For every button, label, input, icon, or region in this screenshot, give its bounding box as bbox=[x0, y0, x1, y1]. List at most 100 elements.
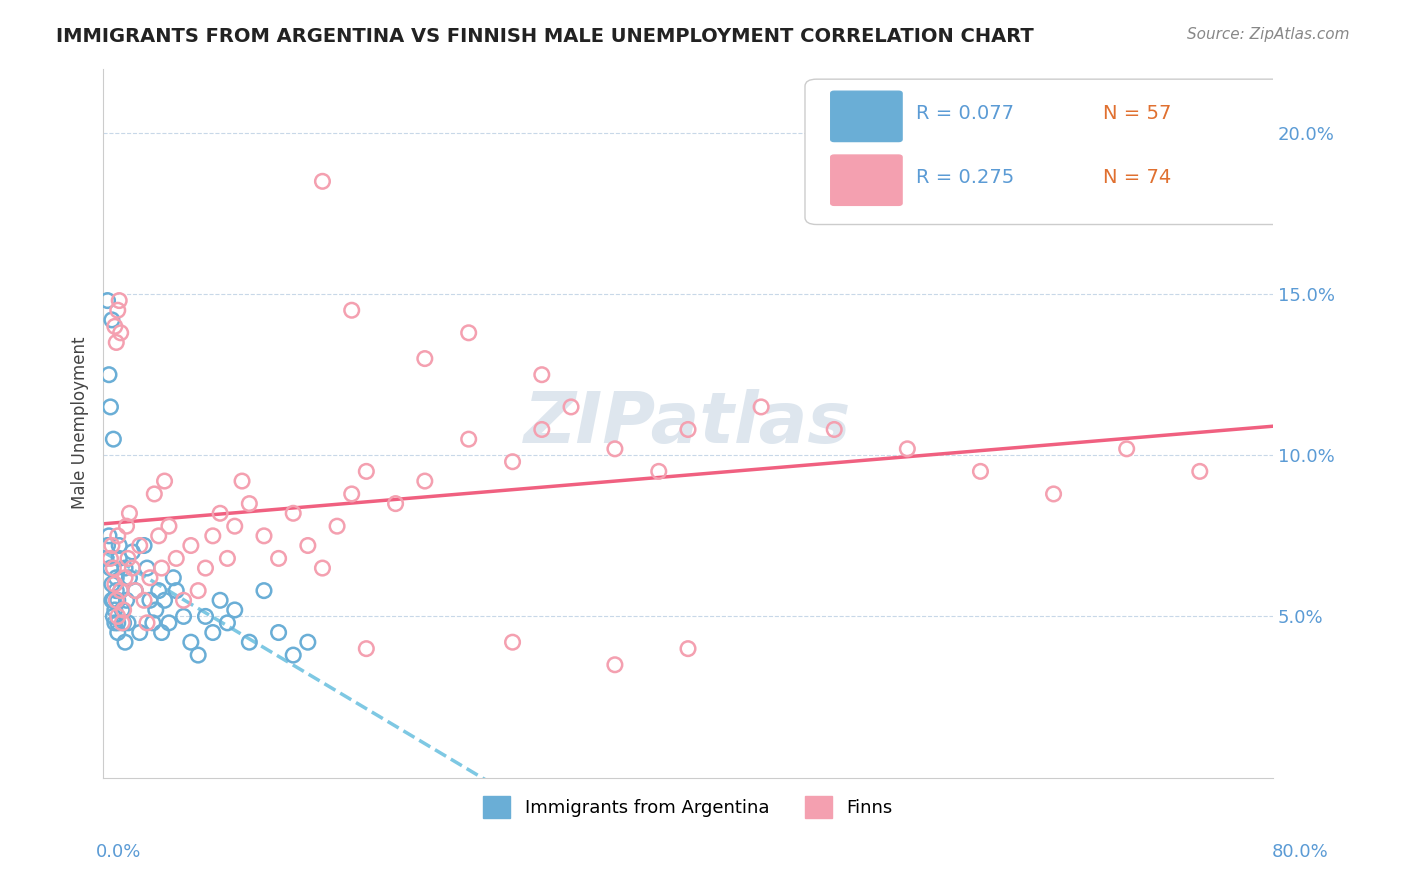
Point bbox=[111, 603, 134, 617]
Point bbox=[413, 351, 436, 366]
Point bbox=[142, 615, 165, 630]
Point bbox=[103, 432, 125, 446]
Point bbox=[98, 368, 121, 382]
Point bbox=[1188, 464, 1211, 478]
Point bbox=[603, 657, 626, 672]
Point bbox=[194, 609, 217, 624]
Point bbox=[103, 609, 125, 624]
Point bbox=[224, 603, 246, 617]
Point bbox=[108, 551, 131, 566]
Point bbox=[340, 487, 363, 501]
Point bbox=[560, 400, 582, 414]
Point bbox=[217, 615, 239, 630]
Point bbox=[157, 615, 180, 630]
Point bbox=[128, 625, 150, 640]
Point bbox=[114, 561, 136, 575]
Point bbox=[311, 561, 333, 575]
Point bbox=[107, 303, 129, 318]
Point bbox=[114, 571, 136, 585]
Point bbox=[457, 432, 479, 446]
Text: ZIPatlas: ZIPatlas bbox=[524, 389, 852, 458]
Point bbox=[180, 635, 202, 649]
Point bbox=[145, 603, 167, 617]
Legend: Immigrants from Argentina, Finns: Immigrants from Argentina, Finns bbox=[475, 789, 900, 825]
Point bbox=[108, 539, 131, 553]
Point bbox=[100, 400, 122, 414]
Point bbox=[530, 422, 553, 436]
Point bbox=[297, 635, 319, 649]
Point bbox=[101, 593, 124, 607]
Point bbox=[676, 422, 699, 436]
Point bbox=[112, 603, 135, 617]
Point bbox=[105, 593, 128, 607]
Point bbox=[209, 506, 232, 520]
Point bbox=[153, 474, 176, 488]
Point bbox=[100, 551, 122, 566]
Point bbox=[105, 335, 128, 350]
Point bbox=[162, 571, 184, 585]
FancyBboxPatch shape bbox=[831, 155, 903, 205]
Point bbox=[896, 442, 918, 456]
Text: N = 57: N = 57 bbox=[1104, 103, 1171, 123]
Point bbox=[118, 506, 141, 520]
Text: R = 0.275: R = 0.275 bbox=[917, 168, 1014, 186]
Point bbox=[173, 609, 195, 624]
FancyBboxPatch shape bbox=[806, 79, 1291, 225]
Point bbox=[150, 625, 173, 640]
Point bbox=[103, 561, 125, 575]
Point bbox=[115, 593, 138, 607]
Point bbox=[283, 506, 305, 520]
Point bbox=[187, 648, 209, 662]
Point bbox=[96, 539, 118, 553]
Text: N = 74: N = 74 bbox=[1104, 168, 1171, 186]
Point bbox=[253, 583, 276, 598]
Point bbox=[311, 174, 333, 188]
Point bbox=[502, 455, 524, 469]
Point bbox=[180, 539, 202, 553]
Point bbox=[98, 529, 121, 543]
Point bbox=[107, 609, 129, 624]
Point bbox=[823, 422, 845, 436]
Point bbox=[118, 571, 141, 585]
Point bbox=[136, 615, 159, 630]
Point bbox=[104, 577, 127, 591]
Point bbox=[969, 464, 991, 478]
Text: R = 0.077: R = 0.077 bbox=[917, 103, 1014, 123]
Point bbox=[128, 539, 150, 553]
Text: Source: ZipAtlas.com: Source: ZipAtlas.com bbox=[1187, 27, 1350, 42]
Point bbox=[1042, 487, 1064, 501]
Point bbox=[165, 551, 187, 566]
Point bbox=[132, 539, 155, 553]
Point bbox=[201, 625, 224, 640]
Point bbox=[96, 293, 118, 308]
Point bbox=[108, 293, 131, 308]
Point bbox=[107, 625, 129, 640]
Point bbox=[157, 519, 180, 533]
Point bbox=[101, 577, 124, 591]
Point bbox=[326, 519, 349, 533]
Point bbox=[530, 368, 553, 382]
Point bbox=[107, 593, 129, 607]
Point bbox=[209, 593, 232, 607]
Point bbox=[124, 583, 146, 598]
Point bbox=[648, 464, 671, 478]
Text: IMMIGRANTS FROM ARGENTINA VS FINNISH MALE UNEMPLOYMENT CORRELATION CHART: IMMIGRANTS FROM ARGENTINA VS FINNISH MAL… bbox=[56, 27, 1033, 45]
Point bbox=[297, 539, 319, 553]
Point bbox=[110, 583, 132, 598]
Point bbox=[94, 551, 117, 566]
Point bbox=[238, 635, 260, 649]
Point bbox=[101, 539, 124, 553]
Point bbox=[132, 593, 155, 607]
Point bbox=[340, 303, 363, 318]
Point bbox=[121, 561, 143, 575]
Point bbox=[267, 551, 290, 566]
Point bbox=[153, 593, 176, 607]
Point bbox=[148, 583, 170, 598]
Point bbox=[101, 313, 124, 327]
Point bbox=[217, 551, 239, 566]
Point bbox=[356, 464, 378, 478]
FancyBboxPatch shape bbox=[831, 91, 903, 142]
Point bbox=[502, 635, 524, 649]
Point bbox=[603, 442, 626, 456]
Point bbox=[117, 551, 139, 566]
